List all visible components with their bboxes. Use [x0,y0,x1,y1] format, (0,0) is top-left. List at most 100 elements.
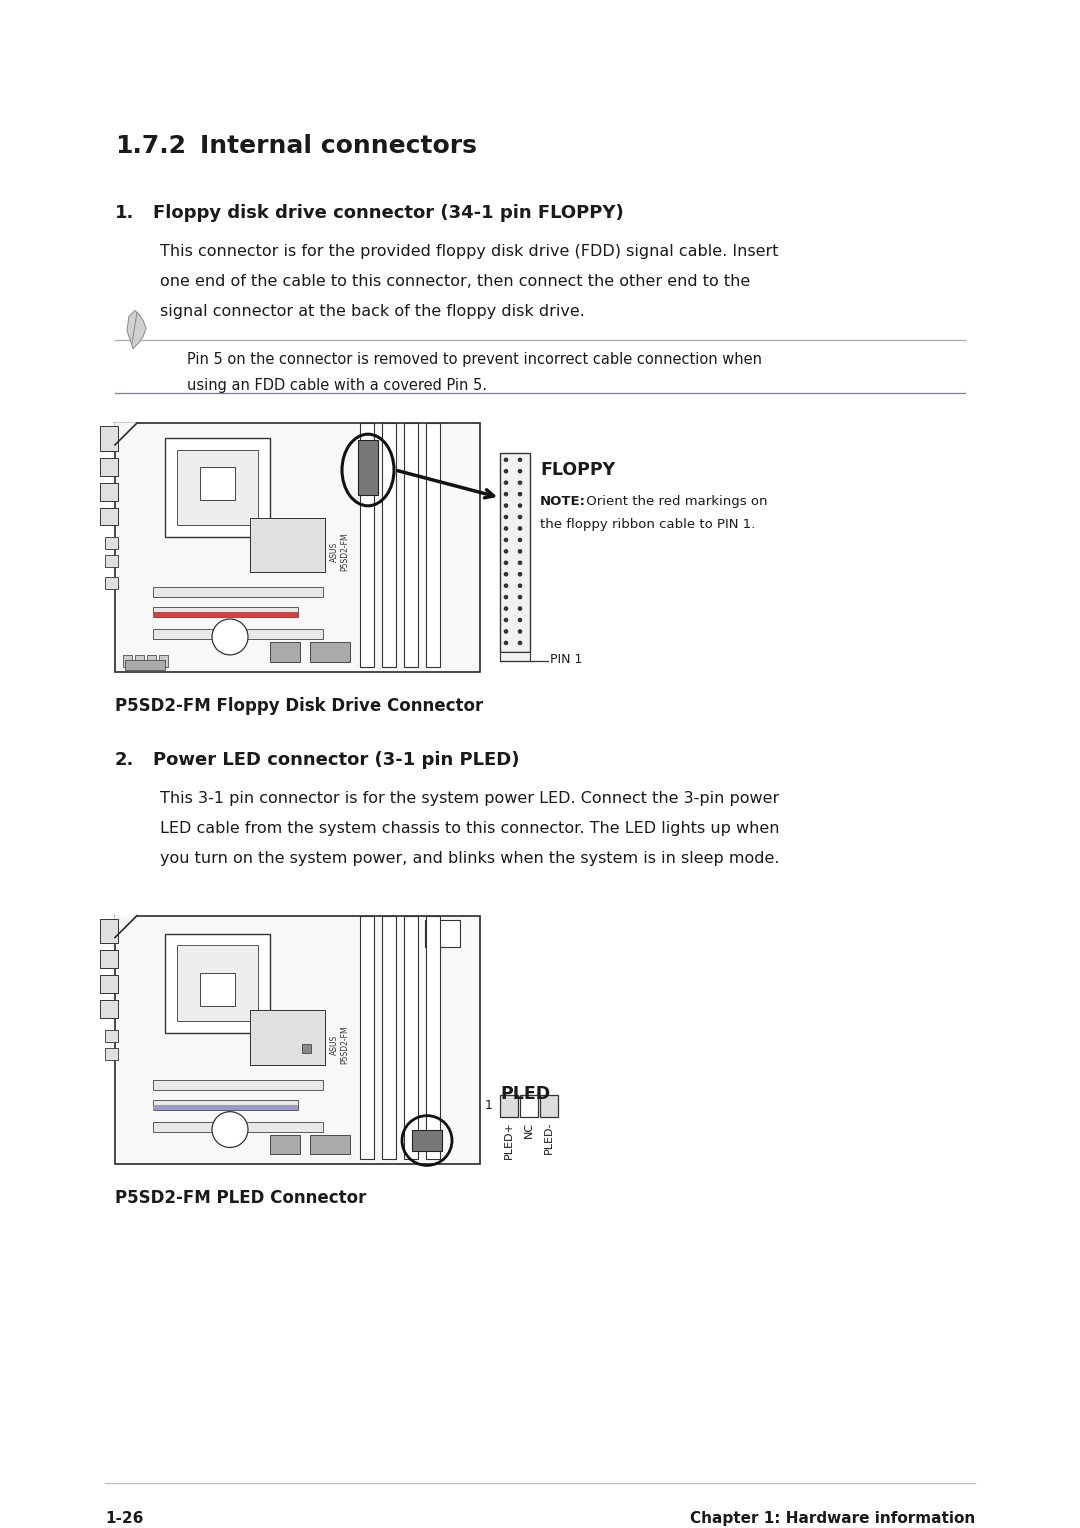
Bar [100,918,118,943]
Bar [360,423,374,666]
Text: 1.7.2: 1.7.2 [114,134,186,159]
Bar [135,656,144,666]
Bar [165,439,270,538]
Circle shape [504,458,508,461]
Text: Floppy disk drive connector (34-1 pin FLOPPY): Floppy disk drive connector (34-1 pin FL… [153,205,624,222]
Bar [500,452,530,652]
Circle shape [504,504,508,507]
Text: Chapter 1: Hardware information: Chapter 1: Hardware information [690,1511,975,1526]
Circle shape [212,619,248,656]
Circle shape [504,596,508,599]
Bar [500,1094,518,1117]
Circle shape [518,596,522,599]
Bar [114,915,480,1164]
Bar [105,578,118,590]
Bar [100,426,118,451]
Text: Internal connectors: Internal connectors [200,134,477,159]
Bar [105,555,118,567]
Circle shape [504,561,508,564]
Circle shape [504,607,508,610]
Text: you turn on the system power, and blinks when the system is in sleep mode.: you turn on the system power, and blinks… [160,851,780,866]
Circle shape [518,619,522,622]
Bar [519,1094,538,1117]
Circle shape [518,561,522,564]
Text: Orient the red markings on: Orient the red markings on [582,495,768,507]
Bar [114,423,480,672]
Circle shape [518,515,522,518]
Circle shape [504,469,508,472]
Circle shape [504,642,508,645]
Bar [153,630,323,639]
Text: This connector is for the provided floppy disk drive (FDD) signal cable. Insert: This connector is for the provided flopp… [160,244,779,258]
Bar [302,1044,311,1053]
Bar [404,423,418,666]
Bar [249,518,325,573]
Circle shape [518,527,522,530]
Text: P5SD2-FM Floppy Disk Drive Connector: P5SD2-FM Floppy Disk Drive Connector [114,697,483,715]
Bar [153,587,323,597]
Bar [153,1105,298,1109]
Bar [270,642,300,662]
Text: FLOPPY: FLOPPY [540,461,616,478]
Polygon shape [114,915,137,938]
Bar [100,458,118,475]
Circle shape [504,492,508,495]
Circle shape [504,515,508,518]
Polygon shape [127,310,146,348]
Bar [153,613,298,617]
Circle shape [518,630,522,633]
Polygon shape [114,423,137,445]
Bar [100,950,118,969]
Circle shape [504,619,508,622]
Text: PIN 1: PIN 1 [550,652,582,666]
Circle shape [504,550,508,553]
Circle shape [504,584,508,587]
Bar [270,1135,300,1155]
Circle shape [518,550,522,553]
Bar [153,1122,323,1132]
Text: the floppy ribbon cable to PIN 1.: the floppy ribbon cable to PIN 1. [540,518,755,530]
Bar [426,423,440,666]
Circle shape [518,458,522,461]
Bar [426,920,460,947]
Text: PLED: PLED [500,1085,550,1103]
Text: using an FDD cable with a covered Pin 5.: using an FDD cable with a covered Pin 5. [187,379,487,393]
Circle shape [504,538,508,541]
Bar [404,915,418,1160]
Bar [177,449,258,526]
Text: one end of the cable to this connector, then connect the other end to the: one end of the cable to this connector, … [160,274,751,289]
Bar [100,507,118,526]
Bar [125,660,165,669]
Bar [249,1010,325,1065]
Circle shape [518,469,522,472]
Bar [357,440,378,495]
Bar [123,656,132,666]
Circle shape [518,481,522,484]
Text: NOTE:: NOTE: [540,495,586,507]
Text: 1: 1 [485,1099,492,1112]
Bar [200,973,235,1005]
Text: 1.: 1. [114,205,134,222]
Bar [382,915,396,1160]
Bar [310,642,350,662]
Text: 1-26: 1-26 [105,1511,144,1526]
Bar [105,1048,118,1060]
Bar [153,1080,323,1089]
Text: 2.: 2. [114,752,134,770]
Circle shape [518,538,522,541]
Text: Pin 5 on the connector is removed to prevent incorrect cable connection when: Pin 5 on the connector is removed to pre… [187,353,762,367]
Circle shape [504,573,508,576]
Circle shape [518,607,522,610]
Circle shape [518,584,522,587]
Circle shape [504,630,508,633]
Bar [540,1094,558,1117]
Bar [310,1135,350,1155]
Bar [411,1129,442,1152]
Circle shape [518,504,522,507]
Text: P5SD2-FM PLED Connector: P5SD2-FM PLED Connector [114,1189,366,1207]
Text: ASUS
P5SD2-FM: ASUS P5SD2-FM [330,532,350,571]
Bar [100,483,118,501]
Bar [153,607,298,617]
Text: ASUS
P5SD2-FM: ASUS P5SD2-FM [330,1025,350,1063]
Text: NC: NC [524,1122,534,1138]
